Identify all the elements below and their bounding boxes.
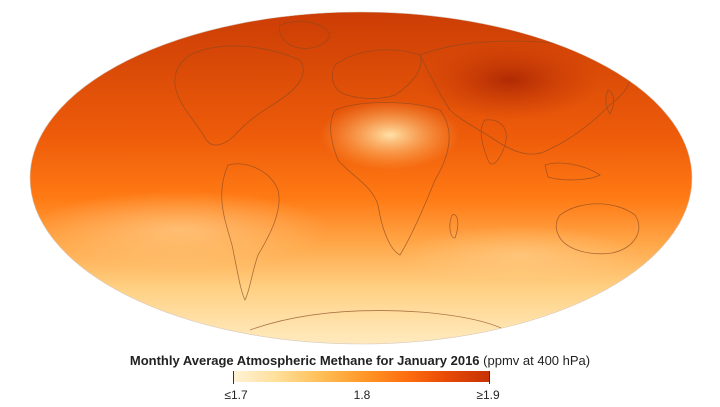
madagascar-outline — [449, 214, 459, 239]
europe-outline — [331, 49, 422, 99]
asia-high-region — [420, 40, 600, 120]
australia-outline — [555, 203, 640, 255]
greenland-outline — [279, 21, 331, 49]
globe-border — [29, 11, 693, 345]
south-pacific-pale-region — [30, 190, 330, 270]
north-america-outline — [174, 45, 304, 146]
indian-ocean-pale-region — [400, 225, 640, 285]
colorbar-tick-max — [489, 371, 490, 384]
colorbar-label-mid: 1.8 — [353, 388, 371, 402]
colorbar-tick-min — [233, 371, 234, 384]
sahara-low-region — [320, 100, 460, 170]
colorbar-label-min: ≤1.7 — [224, 388, 248, 402]
map-title: Monthly Average Atmospheric Methane for … — [129, 353, 480, 368]
southeast-asia-outline — [544, 162, 601, 181]
colorbar — [233, 371, 490, 382]
africa-outline — [330, 102, 450, 256]
antarctica-outline — [249, 310, 521, 341]
india-outline — [480, 119, 507, 165]
map-units: (ppmv at 400 hPa) — [483, 353, 591, 368]
colorbar-label-max: ≥1.9 — [476, 388, 500, 402]
map-caption: Monthly Average Atmospheric Methane for … — [0, 353, 720, 368]
south-america-outline — [221, 163, 280, 301]
japan-outline — [605, 89, 614, 115]
continent-outlines — [174, 21, 640, 341]
